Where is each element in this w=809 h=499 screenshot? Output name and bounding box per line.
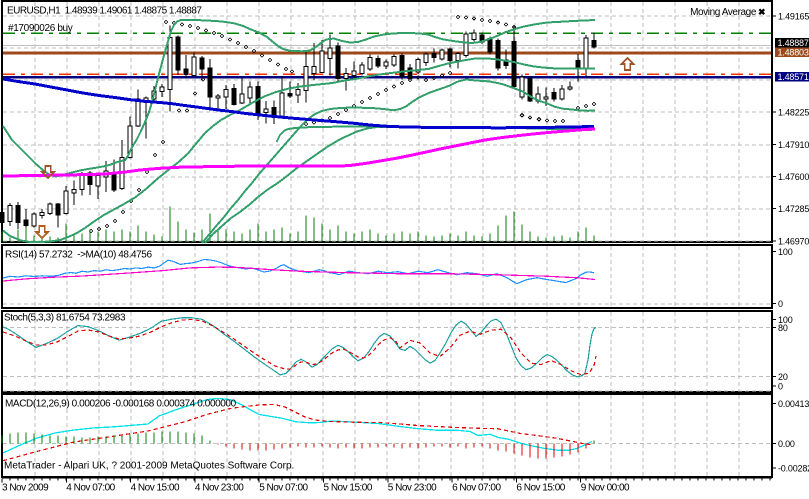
svg-text:✖: ✖ — [758, 7, 766, 17]
svg-text:80: 80 — [778, 323, 788, 333]
svg-text:6 Nov 15:00: 6 Nov 15:00 — [516, 483, 565, 494]
svg-text:5 Nov 07:00: 5 Nov 07:00 — [259, 483, 308, 494]
svg-text:Stoch(5,3,3) 81.6754 73.2983: Stoch(5,3,3) 81.6754 73.2983 — [4, 313, 126, 324]
svg-text:0: 0 — [778, 299, 783, 309]
svg-text:1.48225: 1.48225 — [778, 107, 809, 117]
svg-text:4 Nov 23:00: 4 Nov 23:00 — [195, 483, 244, 494]
svg-text:-0.00282: -0.00282 — [778, 464, 809, 474]
svg-text:1.47910: 1.47910 — [778, 140, 809, 150]
svg-text:20: 20 — [778, 372, 788, 382]
svg-text:EURUSD,H1 1.48939 1.49061 1.4: EURUSD,H1 1.48939 1.49061 1.48875 1.4888… — [7, 6, 202, 17]
svg-text:1.48887: 1.48887 — [778, 38, 809, 48]
svg-text:Moving Average: Moving Average — [690, 7, 757, 18]
svg-text:5 Nov 15:00: 5 Nov 15:00 — [324, 483, 373, 494]
svg-text:RSI(14) 57.2732 ->MA(10) 48.4: RSI(14) 57.2732 ->MA(10) 48.4756 — [5, 250, 152, 261]
svg-text:3 Nov 2009: 3 Nov 2009 — [2, 483, 49, 494]
svg-text:0.00: 0.00 — [778, 439, 795, 449]
svg-text:4 Nov 07:00: 4 Nov 07:00 — [66, 483, 115, 494]
svg-text:1.48571: 1.48571 — [778, 72, 809, 82]
svg-text:1.47600: 1.47600 — [778, 172, 809, 182]
svg-text:100: 100 — [778, 247, 793, 257]
svg-text:1.47285: 1.47285 — [778, 204, 809, 214]
svg-text:1.49165: 1.49165 — [778, 11, 809, 21]
svg-text:MACD(12,26,9) 0.000206 -0.0001: MACD(12,26,9) 0.000206 -0.000168 0.00037… — [5, 399, 237, 410]
svg-text:9 Nov 00:00: 9 Nov 00:00 — [581, 483, 630, 494]
svg-text:4 Nov 15:00: 4 Nov 15:00 — [131, 483, 180, 494]
svg-text:0: 0 — [778, 381, 783, 391]
svg-text:1.48803: 1.48803 — [778, 48, 809, 58]
svg-text:#17090026 buy: #17090026 buy — [8, 23, 73, 34]
svg-text:100: 100 — [778, 315, 793, 325]
svg-text:MetaTrader - Alpari UK, ? 2001: MetaTrader - Alpari UK, ? 2001-2009 Meta… — [4, 461, 294, 472]
svg-text:5 Nov 23:00: 5 Nov 23:00 — [388, 483, 437, 494]
svg-text:0.00413: 0.00413 — [778, 399, 809, 409]
svg-text:1.46970: 1.46970 — [778, 236, 809, 246]
svg-text:6 Nov 07:00: 6 Nov 07:00 — [452, 483, 501, 494]
